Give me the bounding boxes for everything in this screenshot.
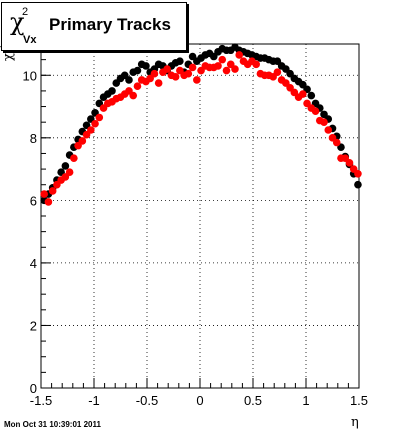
x-tick-label: 1.5: [350, 393, 368, 408]
y-tick-label: 4: [30, 256, 37, 271]
title-subscript: Vx: [23, 34, 37, 46]
data-point: [133, 66, 142, 75]
data-point: [150, 69, 159, 78]
data-point: [40, 190, 48, 198]
x-tick-label: 1: [302, 393, 309, 408]
data-point: [108, 87, 116, 95]
data-point: [354, 169, 362, 178]
data-point: [171, 73, 180, 81]
data-point: [332, 138, 341, 147]
y-tick-label: 0: [30, 381, 37, 396]
data-point: [311, 107, 320, 116]
x-tick-label: -0.5: [136, 393, 158, 408]
data-point: [345, 159, 354, 167]
data-point: [218, 55, 227, 64]
y-tick-label: 2: [30, 318, 37, 333]
y-axis-label: χ: [1, 53, 16, 61]
data-point: [188, 63, 197, 72]
y-tick-label: 8: [30, 131, 37, 146]
x-tick-label: 0.5: [244, 393, 262, 408]
data-point: [154, 79, 163, 87]
data-point: [65, 168, 74, 177]
data-point: [176, 57, 184, 65]
x-tick-label: -1: [88, 393, 100, 408]
data-point: [87, 126, 95, 134]
data-point: [48, 187, 57, 195]
data-point: [133, 82, 142, 91]
data-point: [125, 76, 133, 84]
data-point: [214, 62, 222, 70]
axis-ticks: [40, 43, 360, 389]
y-tick-label: 6: [30, 193, 37, 208]
series-1: [40, 51, 362, 206]
data-point: [78, 137, 87, 145]
data-point: [273, 68, 282, 76]
data-point: [354, 180, 362, 189]
data-point: [307, 91, 316, 100]
data-point: [44, 198, 53, 206]
data-point: [235, 51, 244, 59]
data-point: [163, 65, 171, 73]
data-series: [40, 43, 362, 206]
title-box: χ 2 Vx Primary Tracks: [1, 2, 187, 51]
data-point: [252, 60, 260, 69]
title-symbol: χ: [10, 8, 25, 36]
data-point: [70, 154, 78, 162]
data-point: [91, 119, 99, 128]
title-superscript: 2: [22, 6, 29, 18]
x-tick-label: 0: [196, 393, 203, 408]
tick-labels: -1.5 -1 -0.5 0 0.5 1 1.5 0 2 4 6 8 10: [23, 68, 369, 408]
data-point: [231, 65, 239, 73]
data-point: [324, 126, 333, 134]
data-point: [299, 90, 307, 98]
grid-lines: [41, 44, 359, 388]
data-point: [193, 76, 201, 84]
data-point: [184, 69, 193, 78]
data-point: [129, 91, 138, 100]
data-point: [142, 62, 150, 70]
data-point: [222, 66, 231, 75]
chart-title: Primary Tracks: [49, 15, 171, 34]
timestamp: Mon Oct 31 10:39:01 2011: [4, 420, 101, 429]
y-tick-label: 10: [23, 68, 37, 83]
data-point: [320, 118, 328, 126]
data-point: [61, 162, 70, 170]
x-axis-label: η: [351, 415, 359, 430]
x-tick-label: -1.5: [30, 393, 52, 408]
data-point: [95, 113, 104, 122]
